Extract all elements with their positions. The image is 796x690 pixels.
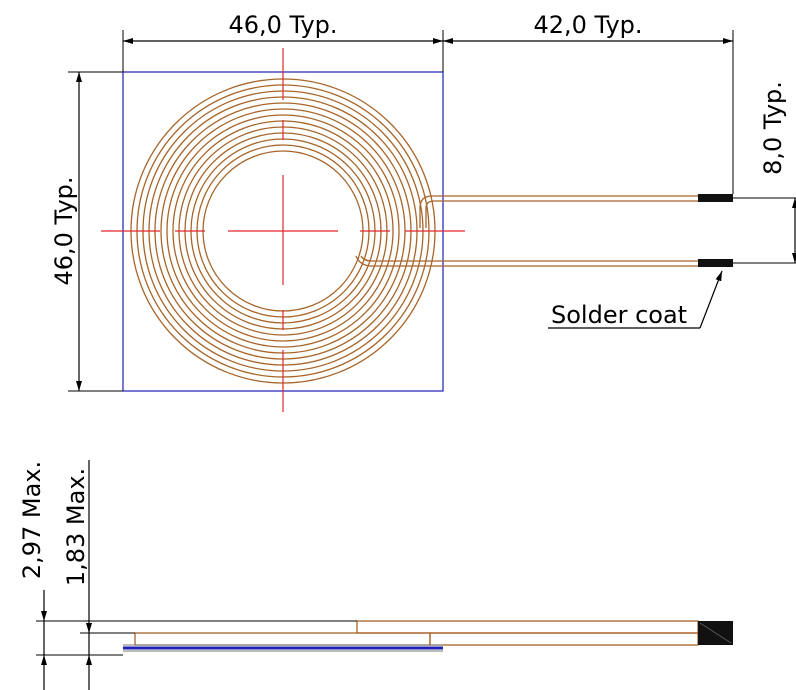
side-view: 2,97 Max. 1,83 Max. (18, 460, 733, 690)
coil-outer-lead-inner (425, 200, 698, 228)
solder-callout-label: Solder coat (551, 301, 687, 329)
dim-total-thickness-label: 2,97 Max. (18, 461, 46, 579)
dim-coil-thickness-label: 1,83 Max. (62, 468, 90, 586)
solder-pad-top (698, 194, 733, 202)
dim-lead-span: 8,0 Typ. (733, 81, 796, 264)
dim-lead-length-label: 42,0 Typ. (533, 11, 642, 39)
centerlines (101, 48, 465, 412)
solder-callout: Solder coat (548, 270, 723, 329)
dim-width-label: 46,0 Typ. (228, 11, 337, 39)
coil-crossover-lead-inner (360, 255, 698, 262)
side-coil-lower-layer (134, 632, 431, 646)
side-coil-upper-layer (356, 620, 699, 634)
coil-outer-lead (419, 195, 698, 228)
dim-width: 46,0 Typ. 42,0 Typ. (122, 11, 734, 194)
top-view: 46,0 Typ. 42,0 Typ. 46,0 Typ. 8,0 Typ. S… (50, 11, 796, 412)
dim-height-label: 46,0 Typ. (50, 176, 78, 285)
dim-total-thickness: 2,97 Max. (18, 461, 47, 690)
dim-lead-span-label: 8,0 Typ. (759, 81, 787, 175)
dim-height: 46,0 Typ. (50, 71, 123, 392)
coil-crossover-lead (355, 255, 698, 267)
side-lead-layer (429, 632, 699, 646)
coil-turn (166, 114, 400, 348)
dim-coil-thickness: 1,83 Max. (62, 460, 92, 690)
solder-pad-bottom (698, 259, 733, 267)
